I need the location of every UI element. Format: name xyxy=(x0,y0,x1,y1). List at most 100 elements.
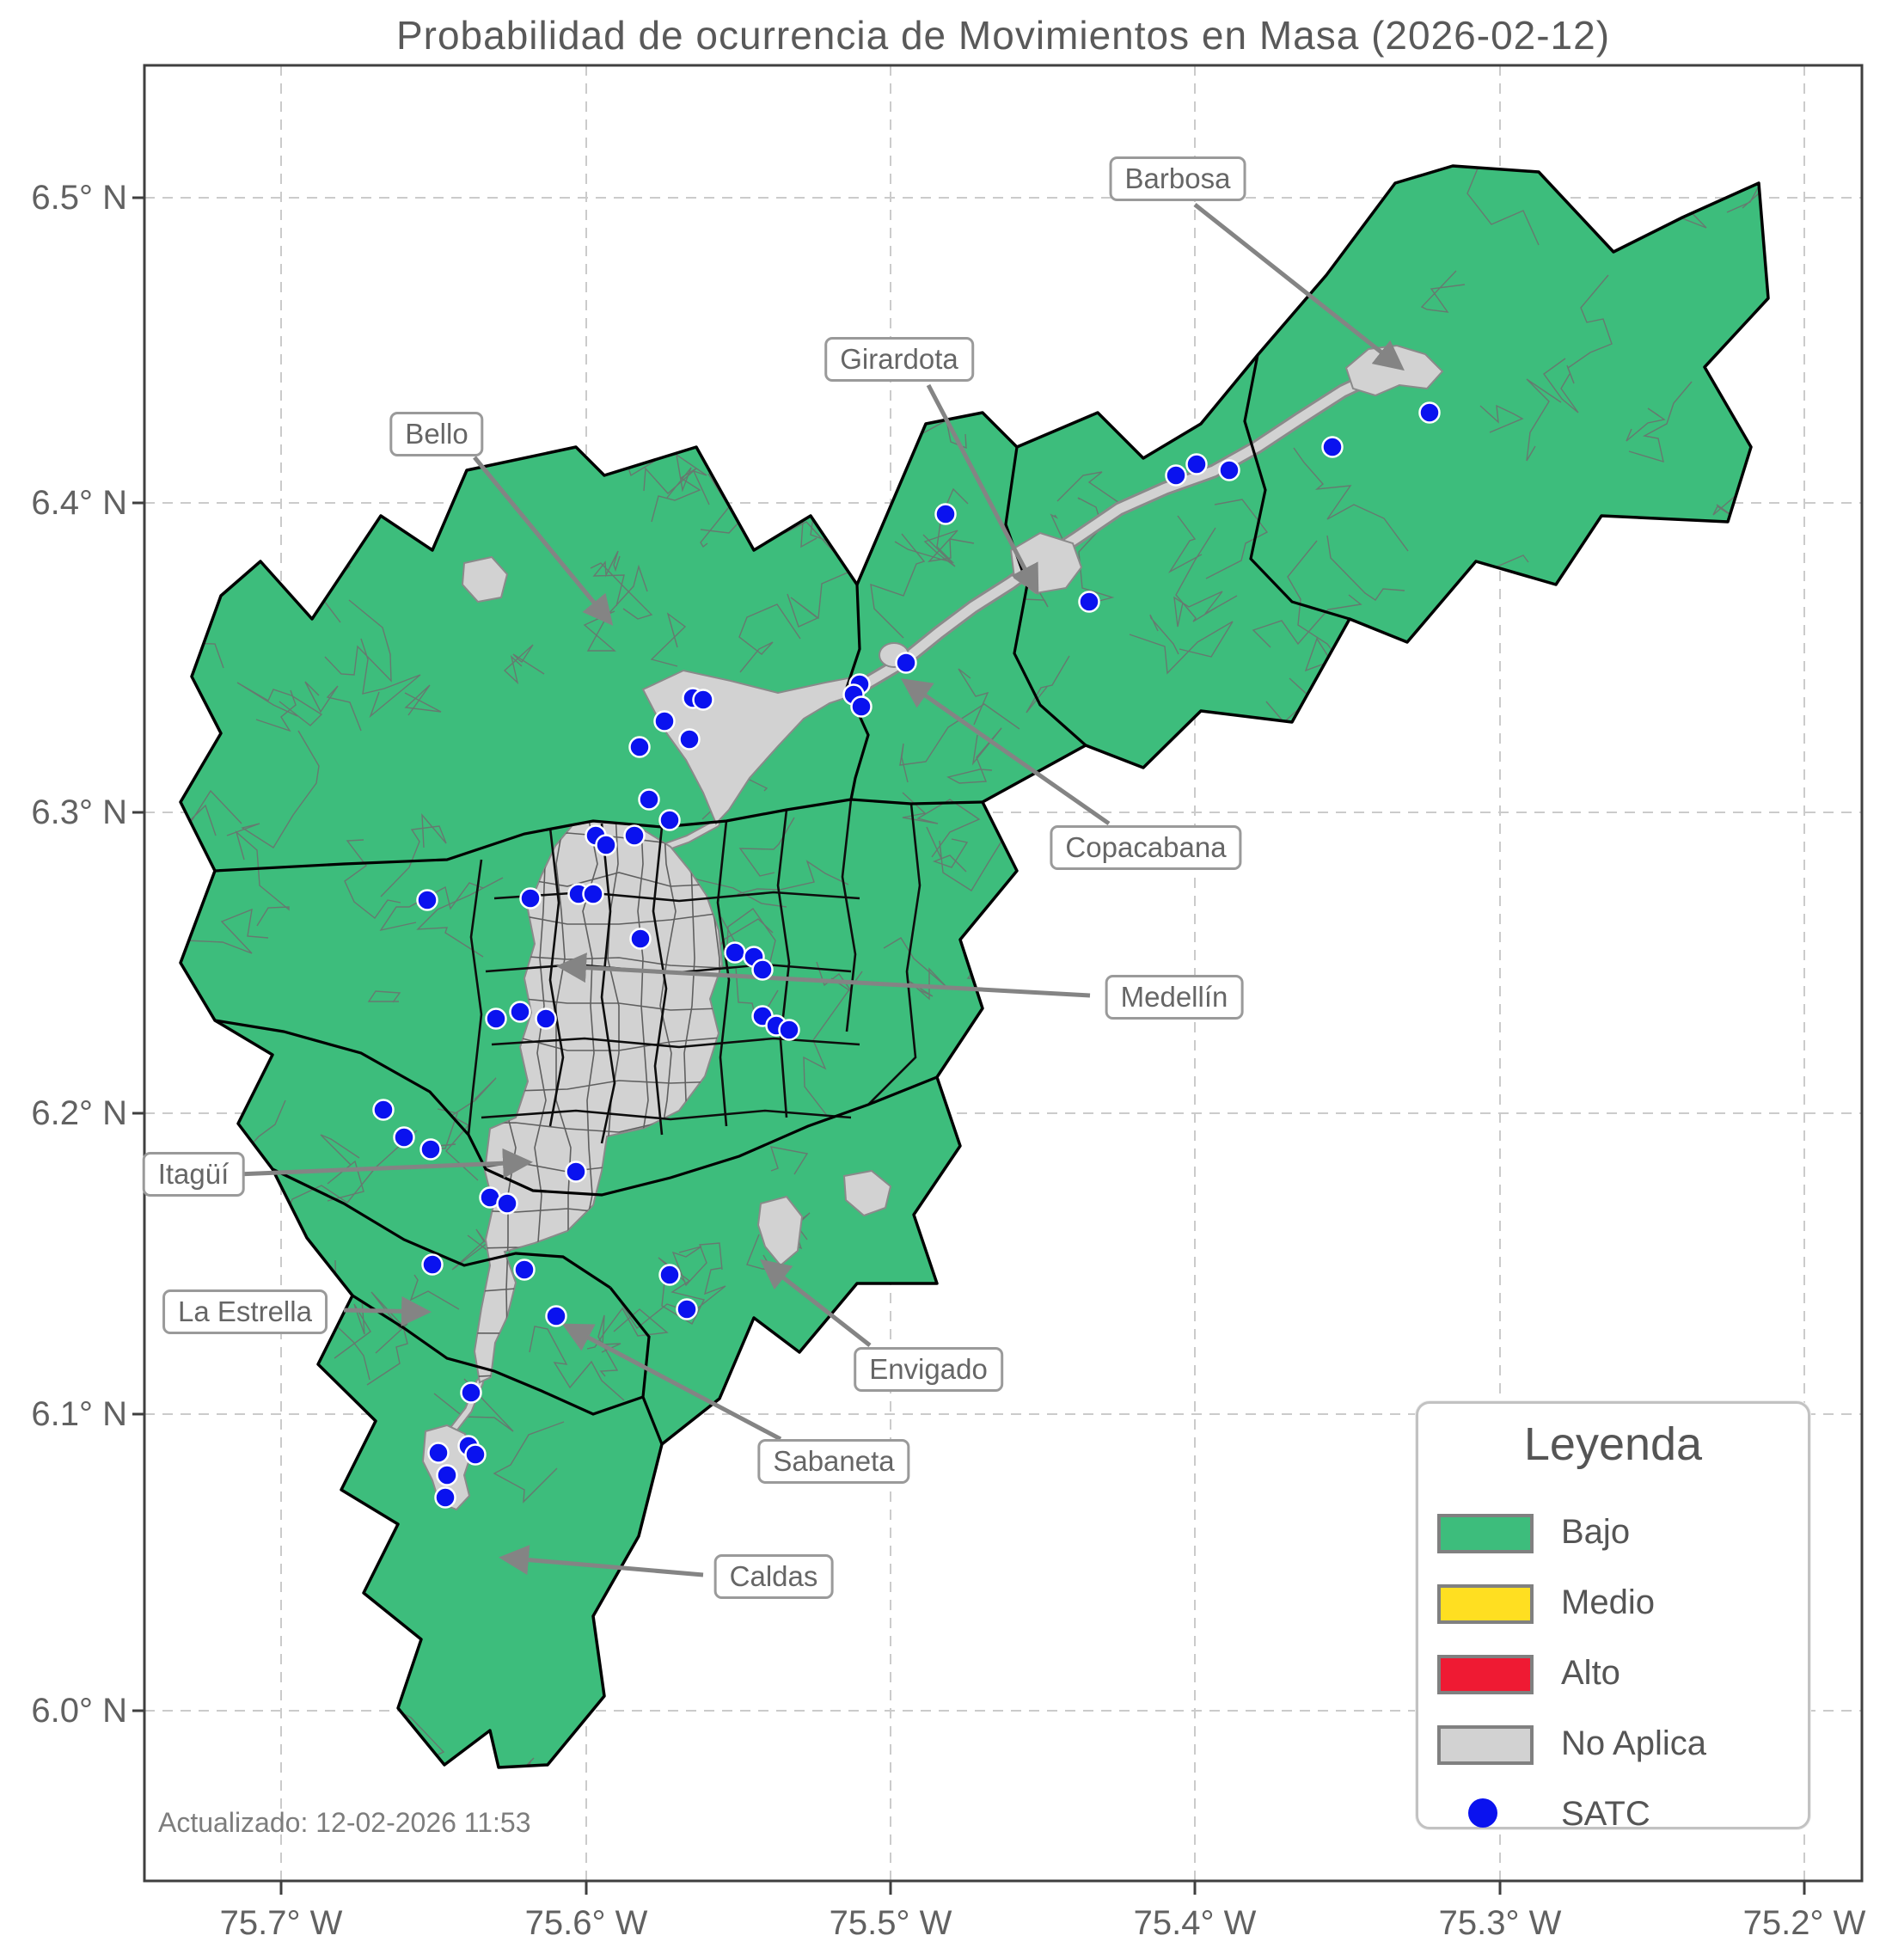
y-tick-label: 6.1° N xyxy=(31,1395,127,1433)
satc-dot xyxy=(628,736,651,758)
plot-border xyxy=(143,64,1864,1883)
chart-title: Probabilidad de ocurrencia de Movimiento… xyxy=(395,13,1611,58)
satc-dot xyxy=(678,728,701,750)
satc-dot xyxy=(1185,453,1208,475)
satc-dot xyxy=(545,1305,567,1327)
satc-dot xyxy=(509,1001,531,1023)
satc-dot xyxy=(1418,401,1441,424)
satc-dot xyxy=(934,503,957,525)
x-tick-label: 75.2° W xyxy=(1742,1904,1866,1942)
annotation-copacabana: Copacabana xyxy=(1050,825,1242,870)
satc-dot xyxy=(653,710,676,732)
urban-no-aplica-areas xyxy=(421,344,1444,1511)
satc-dot xyxy=(778,1019,800,1041)
arrow-la_estrella xyxy=(343,1295,432,1326)
legend-label: No Aplica xyxy=(1561,1724,1706,1762)
satc-dot xyxy=(485,1008,507,1030)
satc-dot xyxy=(372,1099,395,1121)
satc-dot xyxy=(623,824,646,847)
arrow-copacabana xyxy=(900,678,1111,826)
legend-swatch xyxy=(1437,1655,1534,1694)
arrow-bello xyxy=(473,456,614,626)
annotation-la_estrella: La Estrella xyxy=(162,1289,328,1334)
satc-dot xyxy=(464,1443,487,1466)
satc-dot xyxy=(427,1442,450,1464)
annotation-itagui: Itagüí xyxy=(142,1152,245,1197)
satc-dot xyxy=(519,887,542,910)
satc-dot xyxy=(1321,436,1344,458)
satc-dot xyxy=(850,695,873,718)
satc-dot xyxy=(565,1161,587,1183)
satc-dot xyxy=(513,1259,536,1281)
annotation-arrows xyxy=(236,203,1405,1577)
satc-dot xyxy=(658,1264,681,1286)
arrow-girardota xyxy=(926,383,1039,596)
arrow-caldas xyxy=(499,1545,704,1577)
updated-timestamp: Actualizado: 12-02-2026 11:53 xyxy=(158,1807,531,1838)
satc-dot xyxy=(419,1138,442,1161)
legend-label: Bajo xyxy=(1561,1513,1631,1551)
legend-item-bajo: Bajo xyxy=(1418,1513,1808,1553)
y-tick-label: 6.0° N xyxy=(31,1692,127,1730)
satc-dot xyxy=(393,1126,415,1148)
legend-item-satc: SATC xyxy=(1418,1795,1808,1834)
y-tick-label: 6.3° N xyxy=(31,793,127,831)
arrow-sabaneta xyxy=(561,1323,782,1442)
x-tick-label: 75.5° W xyxy=(829,1904,952,1942)
satc-dot xyxy=(638,788,660,811)
annotation-sabaneta: Sabaneta xyxy=(757,1439,910,1484)
legend-label: Medio xyxy=(1561,1583,1655,1621)
satc-dot xyxy=(1078,591,1100,613)
legend-item-medio: Medio xyxy=(1418,1583,1808,1624)
satc-dot xyxy=(582,883,604,905)
satc-dot xyxy=(535,1008,557,1030)
arrow-itagui xyxy=(236,1148,533,1179)
satc-dot xyxy=(751,959,774,981)
annotation-caldas: Caldas xyxy=(713,1554,834,1599)
satc-dot xyxy=(692,689,714,711)
legend-swatch xyxy=(1437,1514,1534,1553)
y-tick-label: 6.2° N xyxy=(31,1094,127,1132)
arrow-envigado xyxy=(760,1259,872,1347)
annotation-medellin: Medellín xyxy=(1105,975,1244,1020)
y-tick-label: 6.5° N xyxy=(31,179,127,217)
x-tick-label: 75.6° W xyxy=(524,1904,648,1942)
arrow-barbosa xyxy=(1193,203,1405,371)
satc-dot xyxy=(658,809,681,831)
satc-dot xyxy=(595,834,617,856)
legend-swatch xyxy=(1437,1725,1534,1765)
tick-marks xyxy=(132,196,1806,1895)
annotation-barbosa: Barbosa xyxy=(1109,156,1246,201)
comuna-boundaries xyxy=(467,799,922,1144)
satc-dot xyxy=(421,1253,444,1276)
legend-label: SATC xyxy=(1561,1795,1650,1833)
x-tick-label: 75.4° W xyxy=(1133,1904,1257,1942)
satc-dot xyxy=(436,1464,458,1486)
satc-dot xyxy=(1165,464,1187,487)
x-tick-label: 75.7° W xyxy=(219,1904,343,1942)
annotation-girardota: Girardota xyxy=(824,337,974,382)
satc-dot xyxy=(676,1298,698,1320)
y-tick-label: 6.4° N xyxy=(31,484,127,522)
annotation-envigado: Envigado xyxy=(854,1347,1003,1392)
arrow-medellin xyxy=(556,952,1091,998)
satc-dot xyxy=(724,941,746,964)
region-low-probability xyxy=(181,166,1768,1767)
satc-dot xyxy=(1218,459,1240,481)
legend-item-alto: Alto xyxy=(1418,1654,1808,1694)
satc-dot xyxy=(434,1486,456,1509)
satc-dot xyxy=(895,652,917,674)
satc-dot xyxy=(416,889,438,911)
satc-points xyxy=(372,401,1441,1509)
satc-dot xyxy=(629,928,652,950)
x-tick-label: 75.3° W xyxy=(1438,1904,1562,1942)
legend-swatch xyxy=(1437,1584,1534,1624)
legend-title: Leyenda xyxy=(1523,1418,1703,1470)
annotation-bello: Bello xyxy=(389,412,484,456)
legend-item-no-aplica: No Aplica xyxy=(1418,1724,1808,1765)
legend-point-marker xyxy=(1468,1798,1497,1828)
satc-dot xyxy=(460,1381,482,1404)
legend-label: Alto xyxy=(1561,1654,1620,1692)
